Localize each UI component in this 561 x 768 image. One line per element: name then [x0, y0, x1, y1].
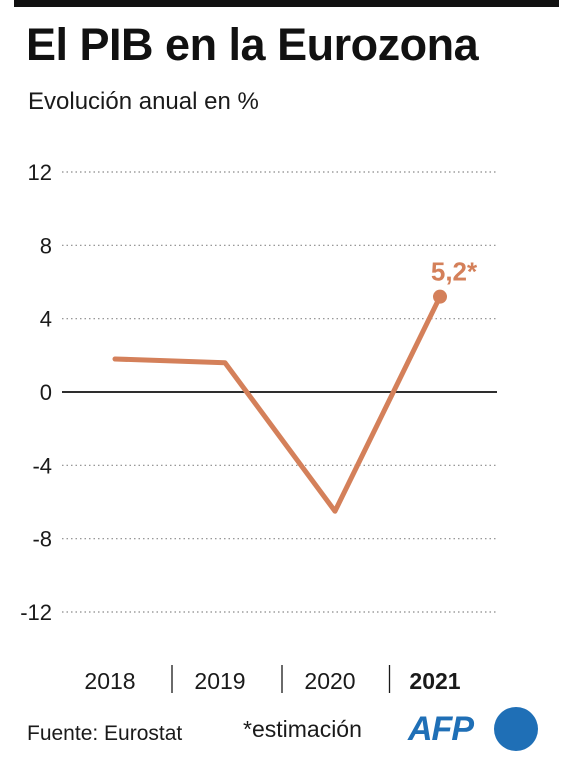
- chart-title: El PIB en la Eurozona: [26, 19, 479, 70]
- afp-logo: AFP: [408, 706, 538, 752]
- series-line: [112, 294, 443, 514]
- y-tick-label: 4: [40, 307, 52, 332]
- x-tick-label: 2019: [194, 668, 245, 694]
- line-chart: 12 8 4 0 -4 -8 -12 5,2* 2018 2019 2020 2021: [20, 160, 497, 694]
- y-tick-label: 12: [28, 160, 52, 185]
- afp-logo-dot-icon: [494, 707, 538, 751]
- y-tick-label: 8: [40, 233, 52, 258]
- x-tick-label: 2018: [84, 668, 135, 694]
- estimate-note: *estimación: [243, 716, 362, 742]
- x-tick-label: 2021: [409, 668, 460, 694]
- y-tick-label: -8: [32, 527, 52, 552]
- data-label-2021: 5,2*: [431, 257, 478, 287]
- data-point-2021: [433, 289, 447, 304]
- source-label: Fuente: Eurostat: [27, 722, 183, 745]
- y-tick-label: -4: [32, 453, 52, 478]
- afp-logo-text: AFP: [408, 710, 474, 748]
- y-tick-label: 0: [40, 380, 52, 405]
- x-tick-label: 2020: [304, 668, 355, 694]
- chart-subtitle: Evolución anual en %: [28, 88, 259, 115]
- top-rule: [14, 0, 559, 7]
- y-tick-label: -12: [20, 600, 52, 625]
